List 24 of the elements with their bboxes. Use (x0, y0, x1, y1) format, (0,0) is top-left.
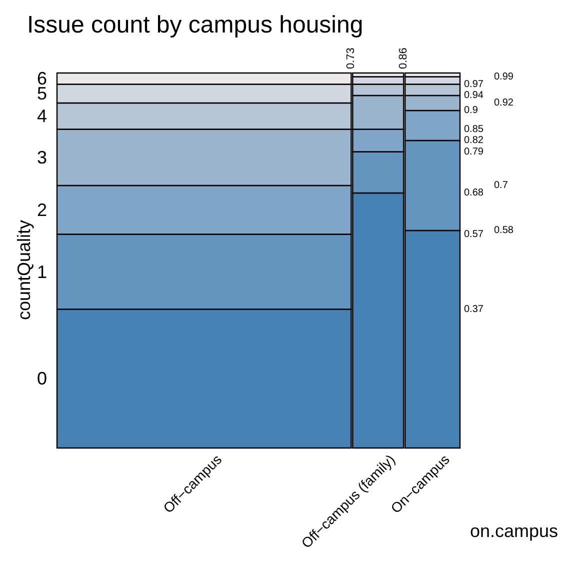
series-label: 4 (36, 106, 47, 126)
y2-tick-label: 0.58 (494, 225, 514, 236)
y-tick-label: 0.79 (464, 146, 484, 158)
y-tick-label: 0.57 (464, 228, 484, 240)
y-axis-title: countQuality (14, 220, 34, 320)
chart-title: Issue count by campus housing (27, 12, 364, 38)
y-tick-label: 0.97 (464, 78, 484, 90)
x-axis-title: on.campus (470, 521, 558, 541)
series-label: 0 (36, 368, 47, 389)
series-label: 3 (36, 147, 47, 168)
y2-tick-label: 0.99 (494, 71, 514, 82)
y-tick-label: 0.37 (464, 304, 484, 315)
series-label: 2 (36, 200, 47, 220)
y2-tick-label: 0.7 (494, 180, 508, 191)
y-tick-label: 0.82 (464, 135, 484, 146)
y-tick-label: 0.94 (464, 90, 484, 101)
series-label: 1 (36, 262, 47, 282)
x2-tick-label: 0.86 (398, 48, 410, 69)
x2-tick-label: 0.73 (345, 48, 358, 69)
y-tick-label: 0.9 (464, 105, 478, 116)
y-tick-label: 0.85 (464, 124, 484, 135)
y-tick-label: 0.68 (464, 188, 484, 198)
series-label: 5 (36, 84, 47, 104)
y2-tick-label: 0.92 (494, 98, 514, 108)
